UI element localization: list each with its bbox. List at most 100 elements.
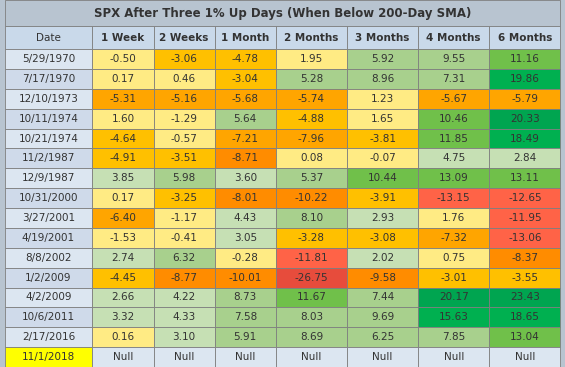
Text: -11.81: -11.81: [294, 253, 328, 263]
Text: 10/21/1974: 10/21/1974: [19, 134, 79, 143]
Bar: [347, 89, 418, 109]
Bar: [418, 347, 489, 367]
Bar: [418, 26, 489, 49]
Text: 5.92: 5.92: [371, 54, 394, 64]
Text: 11.67: 11.67: [297, 292, 327, 302]
Text: -13.06: -13.06: [508, 233, 542, 243]
Text: -5.79: -5.79: [511, 94, 538, 104]
Text: Null: Null: [301, 352, 321, 362]
Text: -4.88: -4.88: [298, 114, 325, 124]
Bar: [347, 69, 418, 89]
Bar: [154, 49, 215, 69]
Text: Null: Null: [174, 352, 194, 362]
Bar: [276, 248, 347, 268]
Text: -13.15: -13.15: [437, 193, 471, 203]
Bar: [418, 109, 489, 128]
Text: -6.40: -6.40: [110, 213, 136, 223]
Text: 5.91: 5.91: [233, 332, 257, 342]
Text: -5.31: -5.31: [110, 94, 136, 104]
Text: 8.10: 8.10: [300, 213, 323, 223]
Text: -0.41: -0.41: [171, 233, 198, 243]
Bar: [276, 188, 347, 208]
Text: 13.09: 13.09: [439, 173, 468, 183]
Bar: [154, 128, 215, 149]
Text: 9.69: 9.69: [371, 312, 394, 322]
Bar: [92, 128, 154, 149]
Bar: [347, 149, 418, 168]
Bar: [418, 168, 489, 188]
Text: Date: Date: [36, 33, 61, 43]
Text: 0.17: 0.17: [111, 74, 134, 84]
Bar: [489, 188, 560, 208]
Text: Null: Null: [444, 352, 464, 362]
Bar: [418, 208, 489, 228]
Text: 7.31: 7.31: [442, 74, 466, 84]
Text: -5.16: -5.16: [171, 94, 198, 104]
Text: -5.68: -5.68: [232, 94, 259, 104]
Bar: [215, 347, 276, 367]
Bar: [489, 308, 560, 327]
Bar: [92, 268, 154, 288]
Bar: [489, 248, 560, 268]
Text: 2.74: 2.74: [111, 253, 134, 263]
Bar: [154, 268, 215, 288]
Text: 1 Week: 1 Week: [101, 33, 145, 43]
Text: 2.84: 2.84: [513, 153, 537, 163]
Text: 5/29/1970: 5/29/1970: [22, 54, 75, 64]
Text: 3.05: 3.05: [234, 233, 257, 243]
Bar: [92, 347, 154, 367]
Bar: [92, 327, 154, 347]
Text: 2/17/2016: 2/17/2016: [22, 332, 75, 342]
Bar: [215, 168, 276, 188]
Bar: [215, 128, 276, 149]
Text: Null: Null: [515, 352, 535, 362]
Bar: [276, 26, 347, 49]
Bar: [154, 228, 215, 248]
Text: Null: Null: [372, 352, 393, 362]
Bar: [347, 347, 418, 367]
Text: Null: Null: [113, 352, 133, 362]
Bar: [347, 308, 418, 327]
Bar: [276, 268, 347, 288]
Text: 1.95: 1.95: [300, 54, 323, 64]
Bar: [418, 149, 489, 168]
Bar: [92, 288, 154, 308]
Bar: [276, 308, 347, 327]
Text: -10.22: -10.22: [295, 193, 328, 203]
Text: -8.01: -8.01: [232, 193, 259, 203]
Text: 0.46: 0.46: [172, 74, 195, 84]
Text: 4 Months: 4 Months: [427, 33, 481, 43]
Bar: [347, 327, 418, 347]
Text: 4.22: 4.22: [172, 292, 195, 302]
Text: -5.74: -5.74: [298, 94, 325, 104]
Bar: [215, 327, 276, 347]
Text: 10/6/2011: 10/6/2011: [22, 312, 75, 322]
Text: 10/31/2000: 10/31/2000: [19, 193, 78, 203]
Bar: [489, 268, 560, 288]
Text: -0.07: -0.07: [369, 153, 396, 163]
Text: 7.58: 7.58: [233, 312, 257, 322]
Text: 20.33: 20.33: [510, 114, 540, 124]
Text: 3.10: 3.10: [172, 332, 195, 342]
Bar: [5, 308, 92, 327]
Bar: [418, 308, 489, 327]
Bar: [92, 149, 154, 168]
Bar: [489, 288, 560, 308]
Text: 5.64: 5.64: [233, 114, 257, 124]
Bar: [489, 109, 560, 128]
Text: 1 Month: 1 Month: [221, 33, 270, 43]
Text: -10.01: -10.01: [229, 273, 262, 283]
Text: -4.45: -4.45: [110, 273, 136, 283]
Text: 1.60: 1.60: [111, 114, 134, 124]
Bar: [92, 89, 154, 109]
Bar: [215, 208, 276, 228]
Text: 5.28: 5.28: [300, 74, 323, 84]
Text: 3/27/2001: 3/27/2001: [22, 213, 75, 223]
Text: 6.32: 6.32: [172, 253, 195, 263]
Bar: [418, 248, 489, 268]
Bar: [215, 109, 276, 128]
Text: 9.55: 9.55: [442, 54, 466, 64]
Bar: [347, 248, 418, 268]
Text: -0.57: -0.57: [171, 134, 198, 143]
Text: -3.06: -3.06: [171, 54, 198, 64]
